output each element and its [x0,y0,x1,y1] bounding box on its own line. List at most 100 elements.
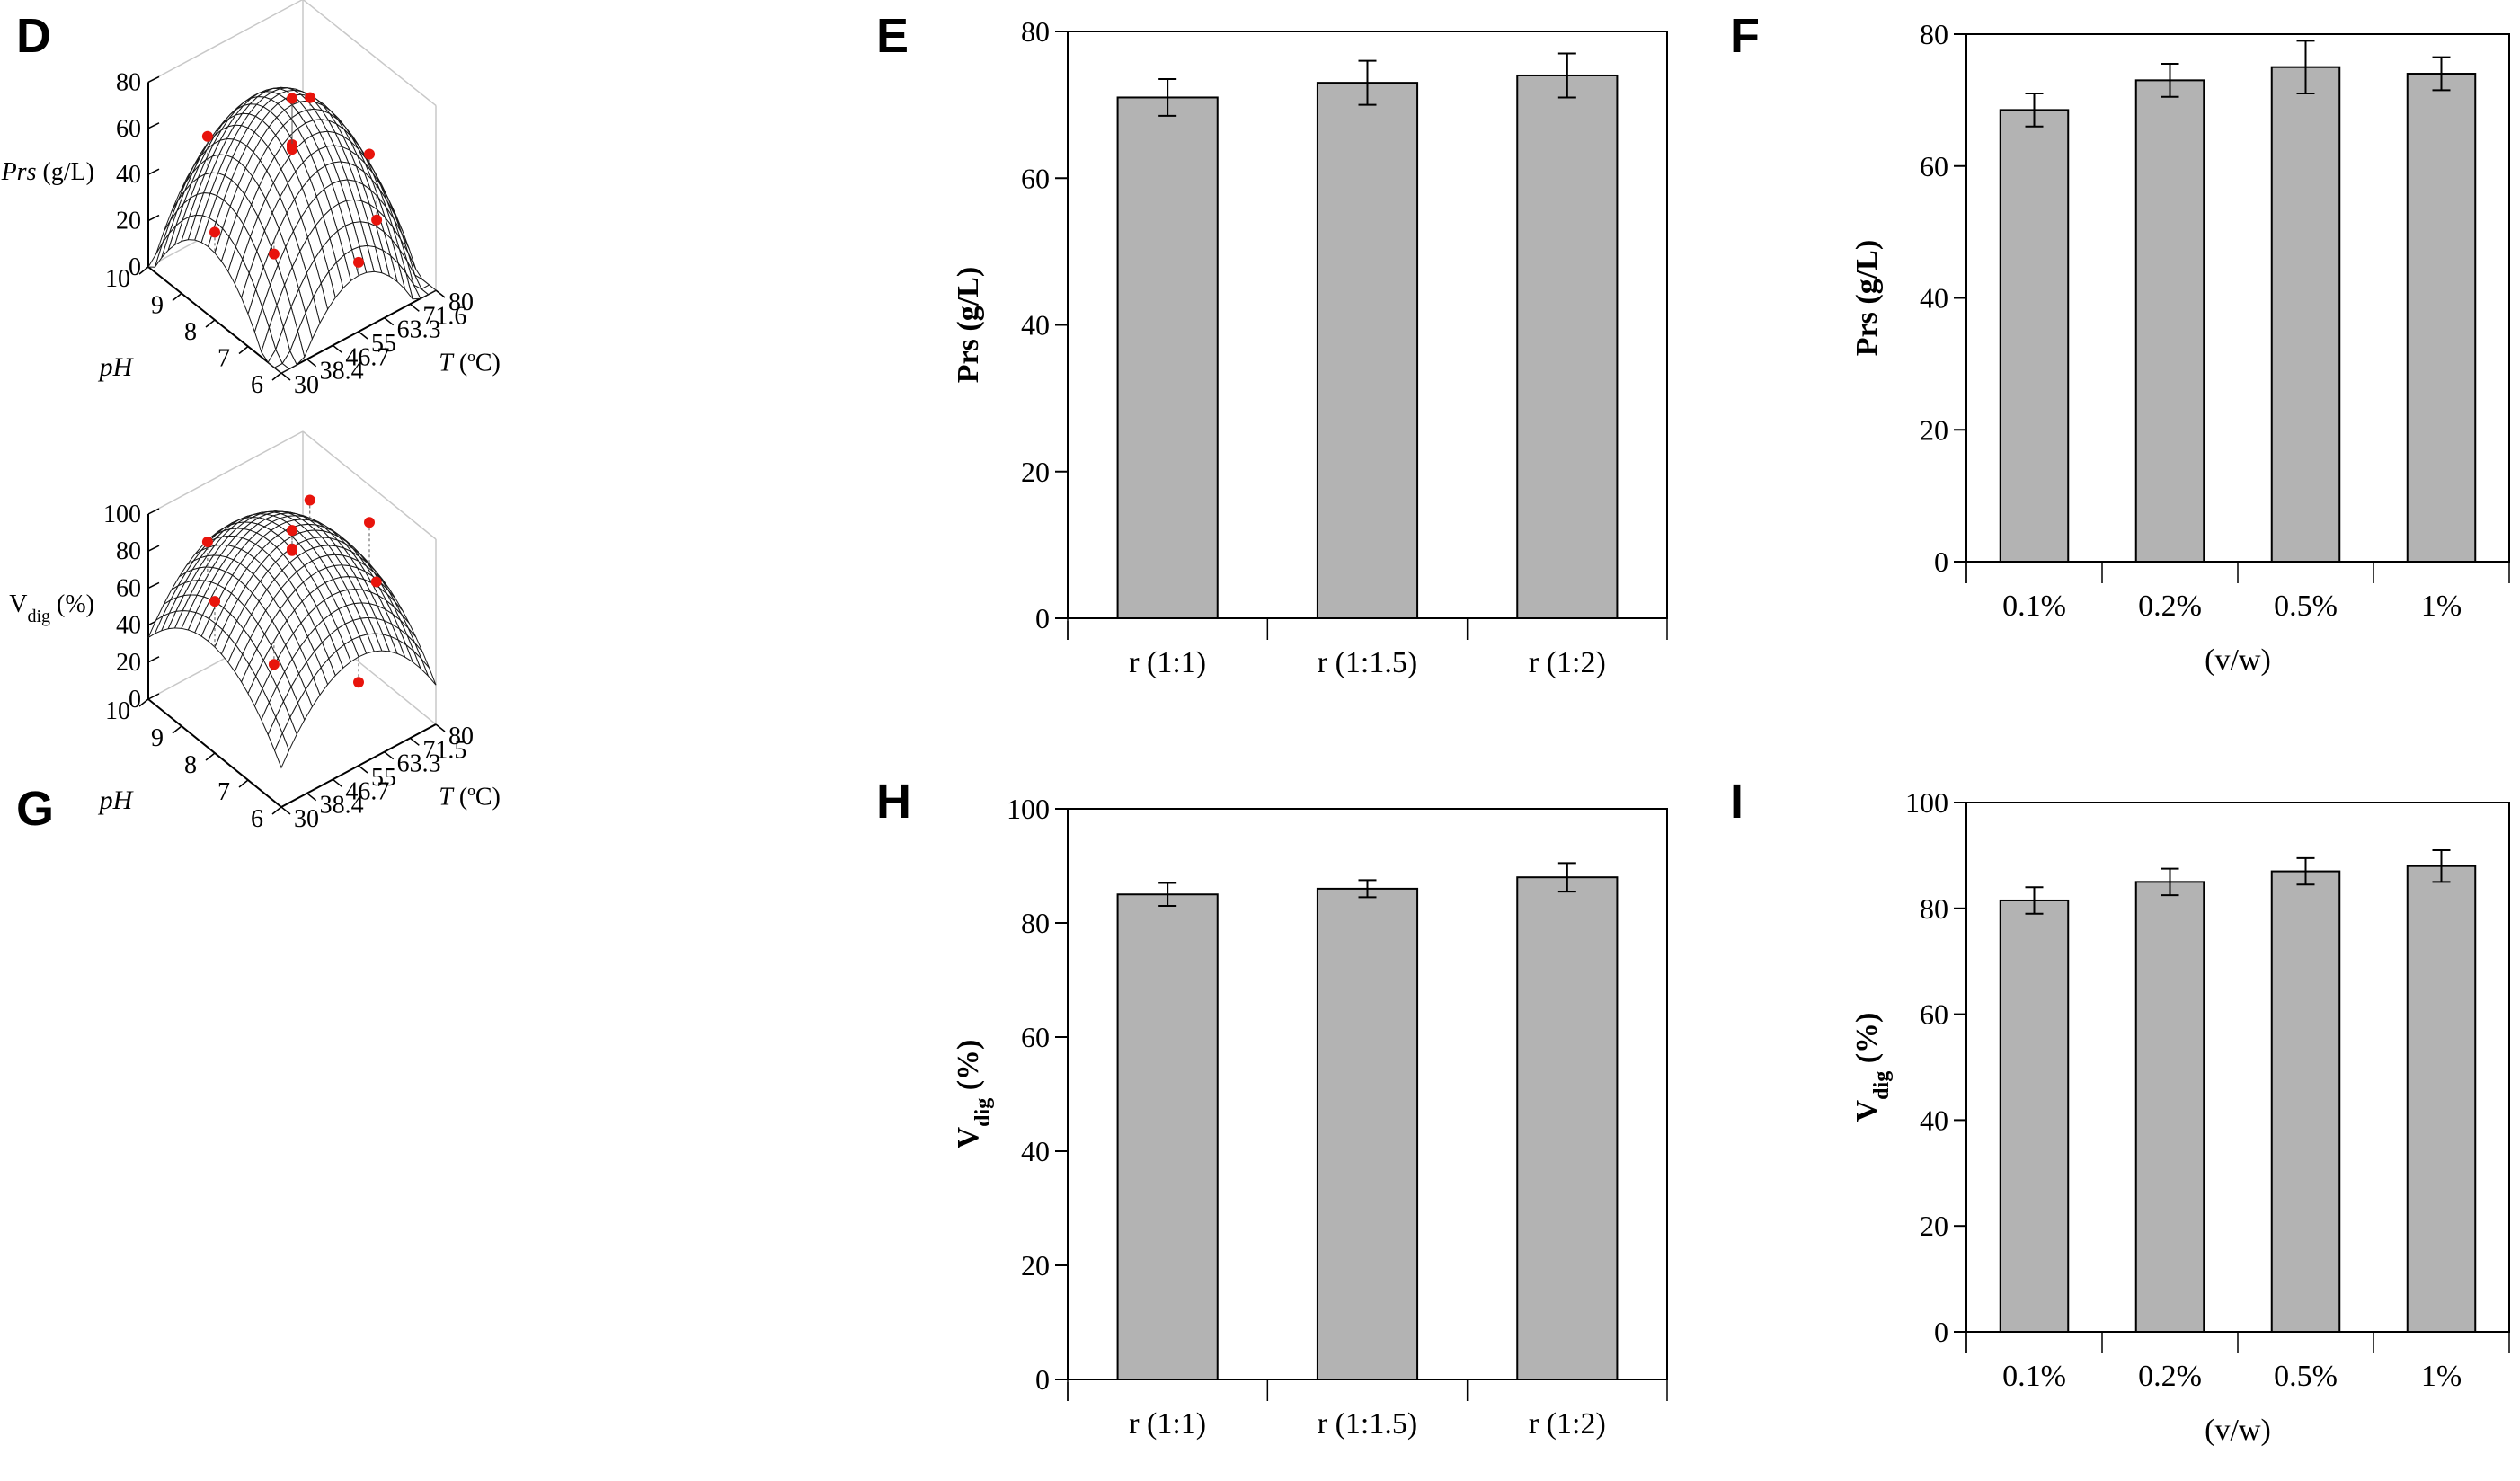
panel-I: I 0 20 40 60 80 100 Vdig (%) 0.1% 0.2% 0.5% 1% (v/w) [1730,775,2510,1447]
y-tick-label: 20 [1920,1210,1948,1242]
pH-tick-label: 8 [184,751,197,779]
T-tick-label: 80 [448,288,474,316]
box-edge [147,0,304,84]
z-tick-label: 60 [116,115,141,143]
x-category-label: r (1:1) [1129,646,1206,679]
experimental-points [201,92,383,276]
z-tick-label: 20 [116,208,141,235]
pH-tick-label: 8 [184,318,197,346]
pH-tick-label: 10 [105,265,130,293]
z-tick-label: 60 [116,574,141,602]
y-tick-label: 100 [1905,786,1948,819]
pH-tick [205,752,216,761]
z-tick-label: 20 [116,649,141,677]
z-tick-label: 80 [116,537,141,565]
y-tick-label: 40 [1021,309,1050,341]
bar [2406,73,2477,563]
y-axis-label: Vdig (%) [1850,1013,1894,1122]
data-point [287,144,297,155]
T-tick-label: 63.3 [397,750,441,778]
y-tick-label: 40 [1920,1104,1948,1136]
pH-tick [138,266,149,275]
T-tick [280,806,291,815]
T-tick [358,765,368,774]
x-category-label: 0.5% [2274,1360,2338,1393]
response-surface [146,510,437,769]
y-tick-label: 60 [1021,162,1050,194]
panel-label-G: G [16,782,54,836]
T-tick-label: 46.7 [345,777,389,805]
y-tick-label: 20 [1021,456,1050,488]
T-tick [384,317,395,326]
data-point [305,92,316,103]
y-tick-label: 0 [1035,1363,1050,1396]
T-tick [435,723,446,732]
y-tick-label: 80 [1021,907,1050,939]
z-axis-label: Vdig (%) [9,590,94,626]
data-point [353,256,364,268]
panel-label-E: E [876,9,909,63]
T-tick-label: 46.7 [345,343,389,371]
x-category-label: 0.5% [2274,590,2338,623]
x-category-label: r (1:1) [1129,1407,1206,1441]
y-tick-label: 20 [1021,1249,1050,1281]
T-tick-label: 55 [371,330,396,358]
z-axis-label: Prs (g/L) [1,158,94,186]
data-point [209,596,220,607]
data-point [287,525,297,537]
bar [2406,865,2477,1333]
x-category-label: 1% [2421,1360,2462,1393]
y-axis-label: Vdig (%) [952,1040,995,1149]
data-point [370,576,382,588]
surface-cell [274,732,290,769]
y-axis-label: Prs (g/L) [1850,240,1884,356]
bar [1316,887,1419,1380]
T-tick-label: 80 [448,723,474,750]
pH-tick-label: 9 [151,292,164,320]
z-tick [147,214,160,222]
data-point [209,226,220,238]
T-tick [384,751,395,760]
z-tick [147,581,160,590]
z-tick [147,656,160,663]
T-tick [435,289,446,298]
z-tick-label: 0 [129,686,141,714]
z-tick-label: 100 [103,501,141,528]
pH-tick [172,725,182,734]
T-tick-label: 55 [371,764,396,792]
T-tick-label: 30 [294,805,319,833]
z-tick [147,545,160,552]
data-point [268,659,280,670]
panel-H: H 0 20 40 60 80 100 Vdig (%) r (1:1) r (1:1.5) r (… [876,775,1668,1441]
T-tick [409,303,420,312]
x-category-label: r (1:1.5) [1318,1407,1417,1441]
bar [1999,899,2070,1334]
T-axis-label: T (ºC) [439,783,501,811]
pH-tick [138,698,149,707]
y-tick-label: 80 [1920,18,1948,50]
data-point [287,93,297,104]
bar [1516,74,1619,620]
pH-tick-label: 10 [105,697,130,725]
x-category-label: 0.2% [2138,1360,2202,1393]
bar [2134,881,2205,1333]
bar [1516,876,1619,1380]
bar [1116,893,1219,1380]
pH-axis-label: pH [98,785,135,815]
pH-axis-label: pH [98,352,135,382]
bar [2270,870,2341,1333]
z-tick [147,75,160,84]
z-tick-label: 40 [116,161,141,189]
x-category-label: r (1:2) [1529,1407,1606,1441]
T-tick [409,737,420,746]
data-point [268,248,280,260]
response-surface [147,86,437,374]
bar [1316,82,1419,619]
pH-tick-label: 6 [251,805,263,833]
z-tick [147,168,160,175]
T-tick [306,359,317,368]
T-tick [306,793,317,802]
x-category-label: r (1:2) [1529,646,1606,679]
pH-tick-label: 9 [151,724,164,752]
